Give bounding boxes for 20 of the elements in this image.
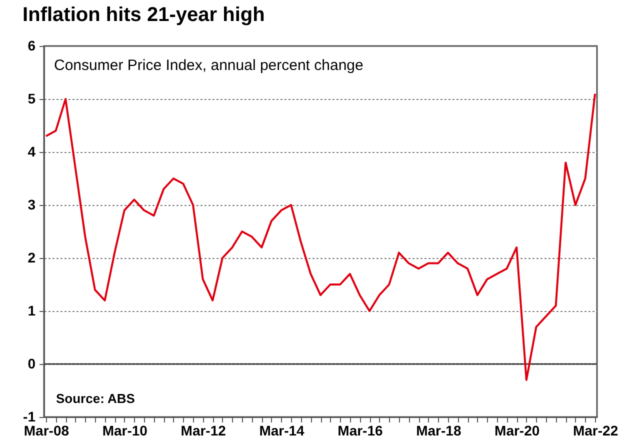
y-tick-label: 6 (28, 38, 36, 54)
x-tick-label: Mar-22 (572, 422, 618, 438)
y-tick-label: 4 (28, 144, 36, 160)
y-tick-label: 3 (28, 196, 36, 212)
chart-title: Inflation hits 21-year high (22, 4, 265, 26)
x-tick-label: Mar-14 (259, 422, 305, 438)
x-tick-label: Mar-18 (416, 422, 462, 438)
y-tick-label: -1 (23, 408, 36, 424)
line-series (44, 92, 596, 381)
x-tick-label: Mar-20 (494, 422, 540, 438)
y-tick-label: 0 (28, 356, 36, 372)
x-tick-label: Mar-16 (338, 422, 383, 438)
x-tick-label: Mar-08 (24, 422, 70, 438)
y-tick-label: 1 (28, 302, 36, 318)
y-tick-label: 2 (28, 250, 36, 266)
annotation: Source: ABS (56, 391, 136, 406)
y-tick-label: 5 (28, 90, 36, 106)
text: Consumer Price Index, annual percent change (54, 57, 364, 74)
x-tick-label: Mar-12 (180, 422, 226, 438)
x-tick-label: Mar-10 (102, 422, 148, 438)
